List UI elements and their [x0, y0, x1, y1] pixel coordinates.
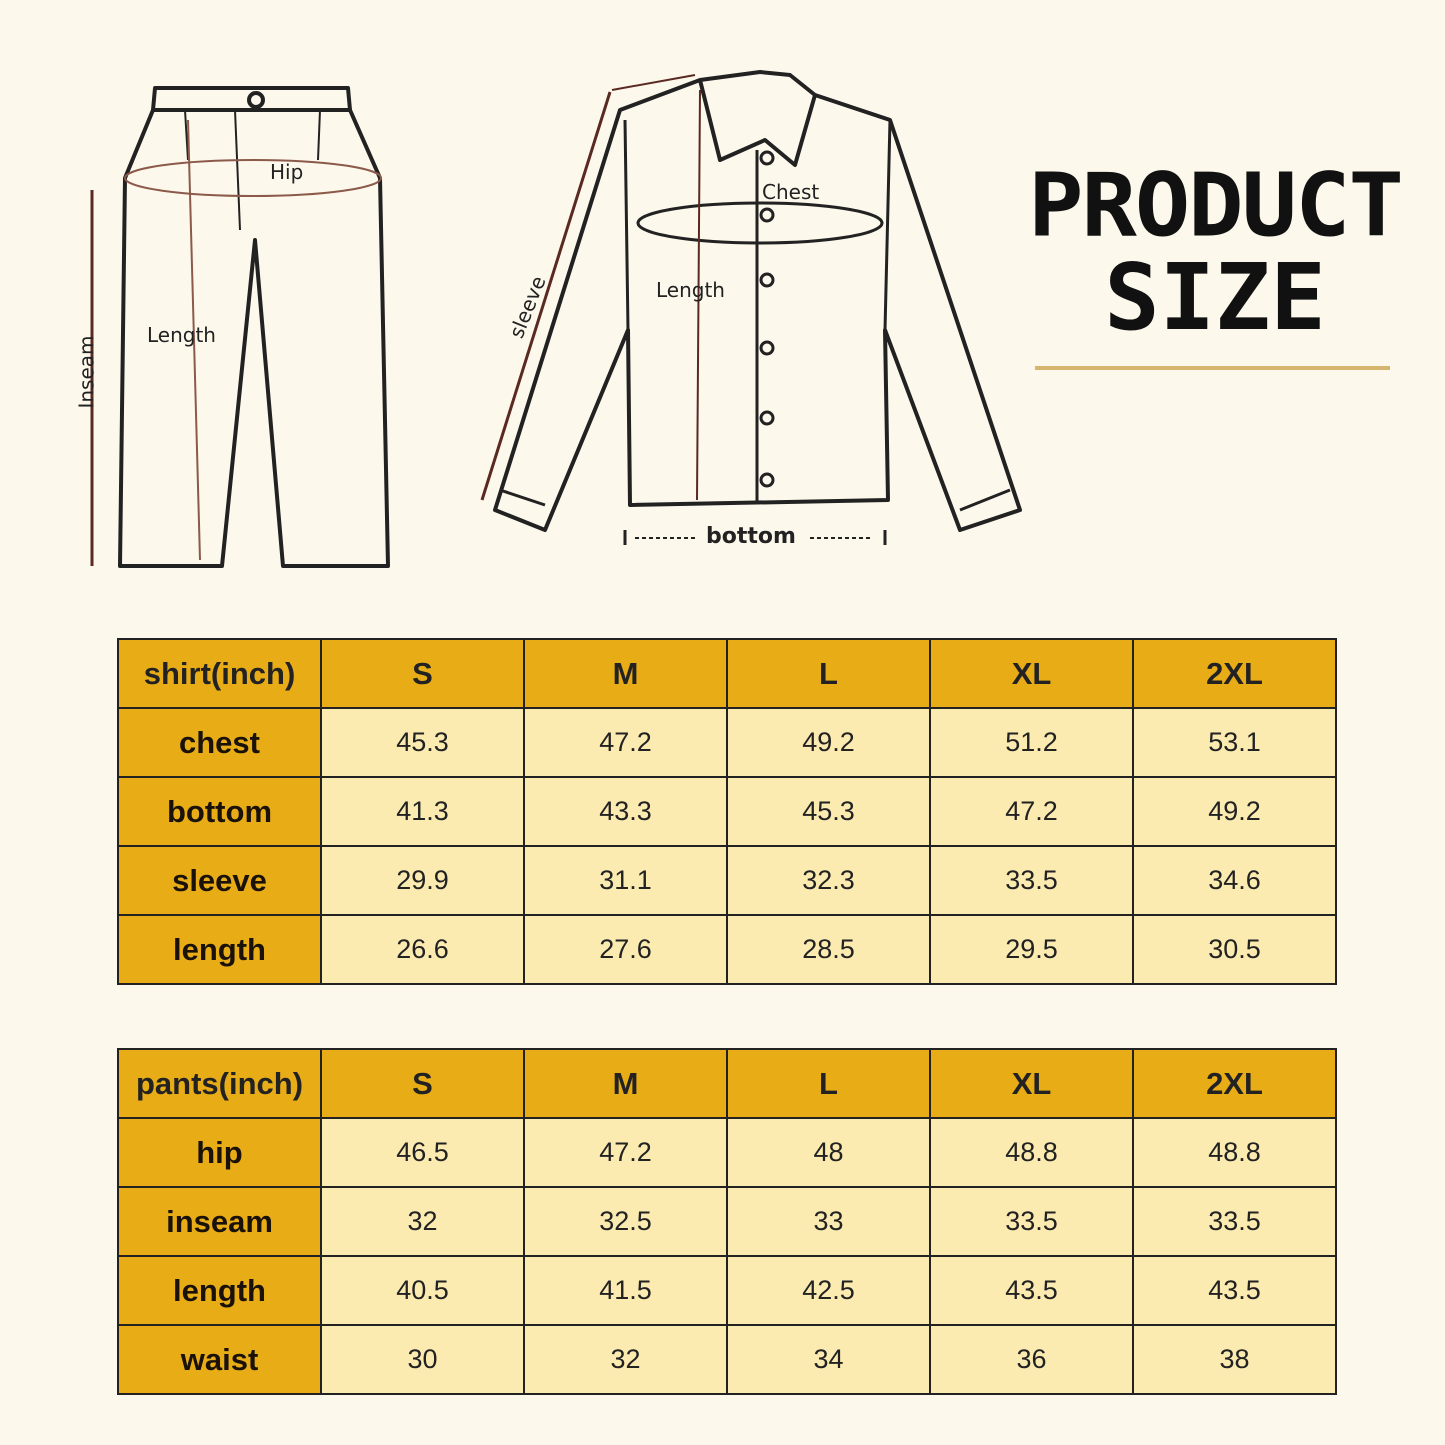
header-cell: S: [320, 638, 525, 709]
size-value-cell: 48: [726, 1117, 931, 1188]
header-cell: L: [726, 638, 931, 709]
chest-label: Chest: [762, 180, 820, 204]
pants-length-label: Length: [147, 323, 216, 347]
garment-illustrations: [90, 70, 1022, 568]
bottom-label: bottom: [706, 524, 796, 549]
header-cell: M: [523, 1048, 728, 1119]
size-value-cell: 32: [523, 1324, 728, 1395]
size-value-cell: 49.2: [1132, 776, 1337, 847]
hip-label: Hip: [270, 160, 304, 184]
size-value-cell: 48.8: [929, 1117, 1134, 1188]
row-label: bottom: [117, 776, 322, 847]
shirt-size-table: shirt(inch) S M L XL 2XL chest 45.3 47.2 49…: [117, 638, 1337, 985]
size-value-cell: 47.2: [929, 776, 1134, 847]
header-cell: XL: [929, 1048, 1134, 1119]
inseam-label: Inseam: [74, 335, 99, 409]
size-value-cell: 27.6: [523, 914, 728, 985]
pants-drawing: [90, 86, 390, 568]
size-value-cell: 29.9: [320, 845, 525, 916]
size-value-cell: 41.5: [523, 1255, 728, 1326]
row-label: inseam: [117, 1186, 322, 1257]
size-value-cell: 46.5: [320, 1117, 525, 1188]
size-value-cell: 45.3: [726, 776, 931, 847]
shirt-drawing: [480, 70, 1022, 545]
header-cell: shirt(inch): [117, 638, 322, 709]
size-value-cell: 38: [1132, 1324, 1337, 1395]
size-value-cell: 51.2: [929, 707, 1134, 778]
size-value-cell: 30.5: [1132, 914, 1337, 985]
shirt-table-body: chest 45.3 47.2 49.2 51.2 53.1 bottom 41.3 43.3 4…: [117, 707, 1337, 985]
size-value-cell: 33.5: [929, 845, 1134, 916]
table-row: inseam 32 32.5 33 33.5 33.5: [117, 1186, 1337, 1257]
shirt-length-label: Length: [656, 278, 725, 302]
table-header-row: shirt(inch) S M L XL 2XL: [117, 638, 1337, 709]
table-row: hip 46.5 47.2 48 48.8 48.8: [117, 1117, 1337, 1188]
header-cell: pants(inch): [117, 1048, 322, 1119]
size-value-cell: 33: [726, 1186, 931, 1257]
table-header-row: pants(inch) S M L XL 2XL: [117, 1048, 1337, 1119]
header-cell: 2XL: [1132, 1048, 1337, 1119]
title-divider: [1035, 366, 1390, 370]
size-value-cell: 32.3: [726, 845, 931, 916]
size-value-cell: 34.6: [1132, 845, 1337, 916]
size-value-cell: 33.5: [1132, 1186, 1337, 1257]
header-cell: XL: [929, 638, 1134, 709]
size-value-cell: 42.5: [726, 1255, 931, 1326]
size-value-cell: 31.1: [523, 845, 728, 916]
size-value-cell: 29.5: [929, 914, 1134, 985]
row-label: length: [117, 1255, 322, 1326]
row-label: sleeve: [117, 845, 322, 916]
size-value-cell: 40.5: [320, 1255, 525, 1326]
size-value-cell: 41.3: [320, 776, 525, 847]
size-value-cell: 45.3: [320, 707, 525, 778]
size-value-cell: 47.2: [523, 707, 728, 778]
pants-size-table: pants(inch) S M L XL 2XL hip 46.5 47.2 48 48…: [117, 1048, 1337, 1395]
table-row: length 40.5 41.5 42.5 43.5 43.5: [117, 1255, 1337, 1326]
size-value-cell: 48.8: [1132, 1117, 1337, 1188]
size-value-cell: 30: [320, 1324, 525, 1395]
table-row: chest 45.3 47.2 49.2 51.2 53.1: [117, 707, 1337, 778]
size-value-cell: 43.3: [523, 776, 728, 847]
size-value-cell: 32.5: [523, 1186, 728, 1257]
table-row: waist 30 32 34 36 38: [117, 1324, 1337, 1395]
size-value-cell: 26.6: [320, 914, 525, 985]
row-label: chest: [117, 707, 322, 778]
size-value-cell: 43.5: [1132, 1255, 1337, 1326]
row-label: length: [117, 914, 322, 985]
size-value-cell: 49.2: [726, 707, 931, 778]
size-value-cell: 43.5: [929, 1255, 1134, 1326]
header-cell: L: [726, 1048, 931, 1119]
table-row: bottom 41.3 43.3 45.3 47.2 49.2: [117, 776, 1337, 847]
table-row: sleeve 29.9 31.1 32.3 33.5 34.6: [117, 845, 1337, 916]
title-line-2: SIZE: [1104, 244, 1326, 351]
product-size-title: PRODUCT SIZE: [1000, 160, 1430, 344]
size-value-cell: 53.1: [1132, 707, 1337, 778]
header-cell: S: [320, 1048, 525, 1119]
size-value-cell: 32: [320, 1186, 525, 1257]
table-row: length 26.6 27.6 28.5 29.5 30.5: [117, 914, 1337, 985]
pants-table-body: hip 46.5 47.2 48 48.8 48.8 inseam 32 32.5 33 33.5 3…: [117, 1117, 1337, 1395]
row-label: hip: [117, 1117, 322, 1188]
size-value-cell: 36: [929, 1324, 1134, 1395]
row-label: waist: [117, 1324, 322, 1395]
size-value-cell: 34: [726, 1324, 931, 1395]
size-value-cell: 33.5: [929, 1186, 1134, 1257]
size-value-cell: 47.2: [523, 1117, 728, 1188]
header-cell: M: [523, 638, 728, 709]
header-cell: 2XL: [1132, 638, 1337, 709]
title-line-1: PRODUCT: [1028, 154, 1404, 257]
size-value-cell: 28.5: [726, 914, 931, 985]
